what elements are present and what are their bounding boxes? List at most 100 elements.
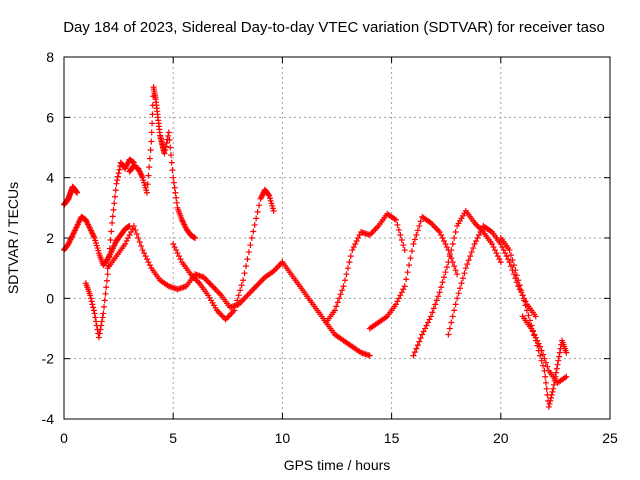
data-point bbox=[462, 265, 469, 272]
data-point bbox=[237, 287, 244, 294]
data-point bbox=[350, 244, 357, 251]
data-point bbox=[446, 325, 453, 332]
data-point bbox=[400, 242, 407, 249]
data-point bbox=[170, 179, 177, 186]
data-point bbox=[192, 235, 199, 241]
data-point bbox=[394, 298, 401, 305]
data-point bbox=[459, 275, 466, 282]
data-point bbox=[507, 263, 514, 270]
data-point bbox=[102, 290, 109, 297]
data-point bbox=[435, 293, 442, 300]
x-tick-label: 25 bbox=[602, 430, 618, 446]
data-point bbox=[110, 206, 117, 213]
data-point bbox=[441, 238, 448, 245]
data-point bbox=[96, 330, 103, 337]
data-point bbox=[410, 352, 417, 359]
data-point bbox=[146, 164, 153, 171]
data-point bbox=[93, 318, 100, 325]
data-point bbox=[133, 230, 140, 237]
data-point bbox=[398, 237, 405, 244]
data-point bbox=[103, 277, 110, 284]
data-point bbox=[419, 331, 426, 338]
data-point bbox=[439, 279, 446, 286]
data-point bbox=[170, 174, 177, 181]
data-point bbox=[436, 289, 443, 296]
series-sat-c bbox=[82, 156, 137, 341]
data-point bbox=[400, 286, 407, 293]
data-point bbox=[91, 310, 98, 317]
data-point bbox=[395, 226, 402, 233]
x-tick-label: 5 bbox=[169, 430, 177, 446]
data-point bbox=[92, 314, 99, 321]
data-point bbox=[477, 228, 484, 235]
data-point bbox=[170, 241, 177, 248]
data-point bbox=[130, 222, 137, 229]
data-point bbox=[541, 355, 548, 362]
data-point bbox=[534, 337, 541, 344]
data-point bbox=[408, 248, 415, 255]
data-point bbox=[449, 313, 456, 320]
data-point bbox=[349, 247, 356, 254]
data-point bbox=[545, 403, 552, 410]
x-tick-label: 15 bbox=[384, 430, 400, 446]
data-point bbox=[555, 357, 562, 364]
data-point bbox=[98, 318, 105, 325]
data-point bbox=[438, 231, 445, 238]
data-point bbox=[411, 349, 418, 356]
data-point bbox=[468, 249, 475, 256]
data-point bbox=[401, 247, 408, 254]
data-point bbox=[173, 199, 180, 206]
data-point bbox=[563, 373, 570, 380]
series-sat-m bbox=[519, 313, 570, 386]
series-sat-d bbox=[126, 84, 199, 241]
data-point bbox=[542, 359, 549, 366]
data-point bbox=[445, 259, 452, 266]
data-point bbox=[422, 325, 429, 332]
data-point bbox=[524, 307, 531, 314]
data-point bbox=[165, 132, 172, 139]
data-point bbox=[489, 241, 496, 248]
data-point bbox=[454, 295, 461, 302]
data-point bbox=[423, 322, 430, 329]
data-point bbox=[537, 343, 544, 350]
data-point bbox=[449, 241, 456, 248]
y-tick-label: 8 bbox=[46, 49, 54, 65]
data-point bbox=[135, 235, 142, 241]
grid-lines bbox=[64, 57, 610, 419]
data-point bbox=[136, 239, 143, 246]
data-point bbox=[168, 152, 175, 159]
data-point bbox=[513, 272, 520, 279]
data-point bbox=[441, 274, 448, 281]
axis-ticks: 0 5 10 15 20 25 -4 -2 0 2 4 6 8 bbox=[42, 49, 618, 446]
data-point bbox=[475, 231, 482, 238]
data-point bbox=[404, 269, 411, 276]
data-point bbox=[413, 345, 420, 352]
data-point bbox=[458, 280, 465, 287]
data-point bbox=[394, 221, 401, 228]
data-point bbox=[106, 254, 113, 261]
data-point bbox=[344, 265, 351, 272]
data-point bbox=[250, 228, 257, 235]
data-point bbox=[342, 277, 349, 284]
data-point bbox=[542, 373, 549, 380]
data-points bbox=[61, 84, 570, 410]
data-point bbox=[438, 284, 445, 291]
data-point bbox=[129, 225, 136, 232]
data-point bbox=[445, 331, 452, 338]
data-point bbox=[522, 302, 529, 309]
data-point bbox=[430, 305, 437, 312]
data-point bbox=[546, 400, 553, 407]
data-point bbox=[232, 302, 239, 309]
data-point bbox=[161, 150, 168, 157]
data-point bbox=[177, 256, 184, 263]
data-point bbox=[554, 361, 561, 368]
data-point bbox=[173, 247, 180, 254]
data-point bbox=[353, 238, 360, 245]
data-point bbox=[473, 238, 480, 245]
data-point bbox=[420, 328, 427, 335]
data-point bbox=[87, 295, 94, 302]
data-point bbox=[145, 172, 152, 179]
data-point bbox=[98, 322, 105, 329]
x-tick-label: 0 bbox=[60, 430, 68, 446]
data-point bbox=[108, 228, 115, 235]
